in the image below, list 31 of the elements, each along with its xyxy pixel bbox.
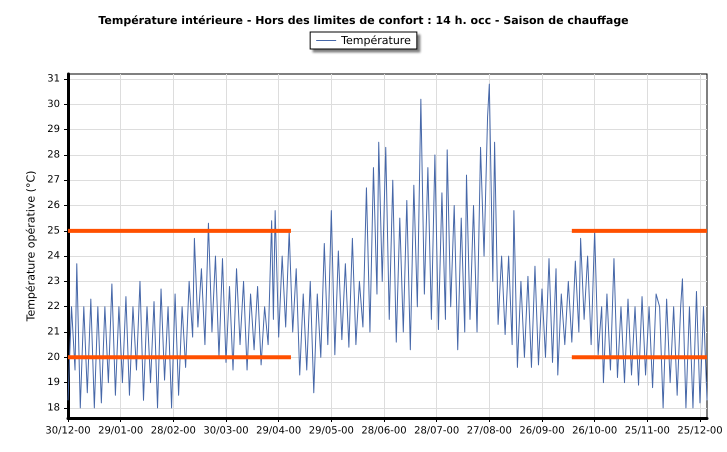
y-tick-label: 28	[47, 149, 60, 160]
y-tick-label: 25	[47, 225, 60, 236]
x-tick-label: 28/06-00	[361, 426, 407, 436]
y-tick-label: 20	[47, 352, 60, 363]
y-tick-label: 22	[47, 301, 60, 312]
y-tick-label: 19	[47, 377, 60, 388]
x-tick-label: 25/11-00	[624, 426, 670, 436]
y-tick-label: 30	[47, 98, 60, 110]
y-tick-label: 26	[47, 200, 60, 212]
chart-title: Température intérieure - Hors des limites de confort : 14 h. occ - Saison de chauffage	[98, 14, 629, 27]
x-tick-label: 26/10-00	[572, 426, 618, 436]
x-tick-label: 25/12-00	[677, 426, 723, 436]
y-tick-label: 29	[47, 124, 60, 136]
x-tick-label: 29/05-00	[308, 426, 354, 436]
y-tick-label: 21	[47, 326, 60, 338]
x-tick-label: 30/03-00	[203, 426, 249, 436]
y-tick-label: 18	[47, 402, 60, 414]
x-tick-label: 29/01-00	[98, 426, 144, 436]
x-tick-label: 29/04-00	[256, 426, 302, 436]
y-tick-label: 27	[47, 174, 60, 186]
legend-label: Température	[340, 34, 412, 47]
x-tick-label: 28/07-00	[414, 426, 460, 436]
y-axis-title: Température opérative (°C)	[24, 170, 38, 322]
line-series	[68, 84, 708, 408]
x-tick-label: 27/08-00	[466, 426, 512, 436]
x-tick-label: 28/02-00	[150, 426, 196, 436]
x-tick-label: 26/09-00	[519, 426, 565, 436]
y-tick-label: 31	[47, 74, 60, 85]
y-tick-label: 24	[47, 250, 60, 262]
y-tick-label: 23	[47, 276, 60, 287]
x-tick-label: 30/12-00	[45, 426, 91, 436]
